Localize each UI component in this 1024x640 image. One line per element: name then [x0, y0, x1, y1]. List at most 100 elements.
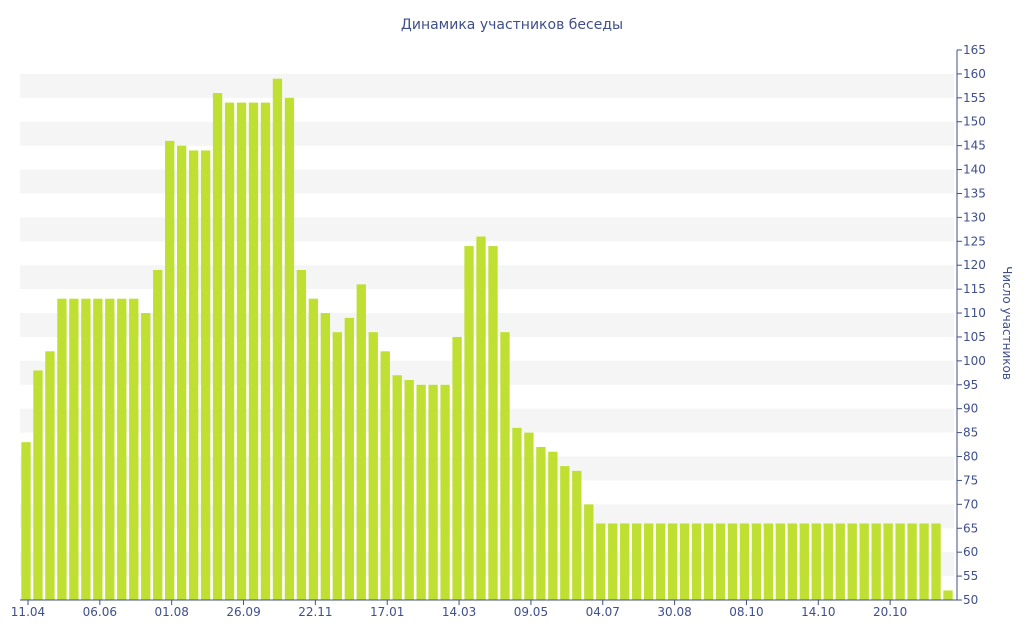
bar: [871, 523, 881, 600]
bar: [727, 523, 738, 600]
bar: [620, 523, 630, 600]
x-tick-label: 04.07: [586, 605, 620, 619]
bar: [57, 298, 67, 600]
y-tick-label: 100: [963, 354, 986, 368]
bar: [380, 351, 390, 600]
y-tick-label: 125: [963, 234, 986, 248]
bar: [69, 298, 79, 600]
x-tick-label: 06.06: [83, 605, 117, 619]
x-tick-label: 14.10: [801, 605, 835, 619]
bar: [332, 332, 342, 600]
bar: [931, 523, 941, 600]
y-tick-label: 85: [963, 426, 978, 440]
x-tick-label: 01.08: [154, 605, 188, 619]
bar: [512, 427, 522, 600]
y-tick-label: 80: [963, 450, 978, 464]
y-tick-label: 55: [963, 569, 978, 583]
x-tick-label: 14.03: [442, 605, 476, 619]
bar: [763, 523, 774, 600]
bar: [572, 470, 582, 600]
bar: [224, 102, 235, 601]
bar: [141, 313, 151, 600]
y-tick-label: 105: [963, 330, 986, 344]
bar: [488, 246, 498, 600]
bar: [440, 384, 450, 600]
bar: [883, 523, 893, 600]
y-tick-label: 75: [963, 473, 978, 487]
bar: [907, 523, 917, 600]
y-tick-label: 70: [963, 497, 978, 511]
x-tick-label: 26.09: [226, 605, 260, 619]
bar: [655, 523, 666, 600]
bar: [811, 523, 821, 600]
bar: [308, 298, 319, 600]
bar: [476, 236, 486, 600]
bar: [608, 523, 618, 600]
bar: [739, 523, 750, 600]
bar: [524, 432, 534, 600]
bar: [835, 523, 845, 600]
bar: [775, 523, 786, 600]
y-tick-label: 90: [963, 402, 978, 416]
bar: [188, 150, 199, 600]
bar: [859, 523, 869, 600]
x-tick-label: 30.08: [657, 605, 691, 619]
y-tick-label: 60: [963, 545, 978, 559]
bar: [895, 523, 905, 600]
y-tick-label: 160: [963, 67, 986, 81]
bar: [105, 298, 115, 600]
bar: [392, 375, 402, 600]
y-axis: 50 55 60 65 70 75 80 85 90 95 100 105 110 115 120 125 13…: [956, 43, 986, 607]
bar: [715, 523, 726, 600]
bar: [296, 270, 307, 600]
x-tick-label: 22.11: [298, 605, 332, 619]
bar: [500, 332, 510, 600]
bar: [200, 150, 211, 600]
bar: [81, 298, 91, 600]
bar: [799, 523, 809, 600]
y-tick-label: 50: [963, 593, 978, 607]
bar: [787, 523, 798, 600]
bar: [368, 332, 378, 600]
bar: [943, 590, 953, 600]
bars: [21, 78, 953, 601]
bar: [632, 523, 642, 600]
bar: [260, 102, 271, 601]
x-tick-label: 17.01: [370, 605, 404, 619]
x-tick-label: 11.04: [11, 605, 45, 619]
bar: [452, 336, 462, 600]
bar: [117, 298, 127, 600]
bar: [548, 451, 558, 600]
bar: [751, 523, 762, 600]
y-tick-label: 155: [963, 91, 986, 105]
grid-band: [20, 169, 954, 194]
bar: [847, 523, 857, 600]
bar: [129, 298, 139, 600]
y-tick-label: 95: [963, 378, 978, 392]
grid-band: [20, 217, 954, 242]
bar: [667, 523, 678, 600]
y-tick-label: 130: [963, 210, 986, 224]
bar: [236, 102, 247, 601]
bar: [45, 351, 55, 600]
bar: [643, 523, 654, 600]
y-tick-label: 145: [963, 139, 986, 153]
bar: [272, 78, 283, 600]
grid-band: [20, 73, 954, 98]
bar: [584, 504, 594, 600]
bar: [356, 284, 366, 600]
bar: [21, 442, 31, 600]
bar: [165, 140, 175, 600]
bar: [428, 384, 438, 600]
bar: [416, 384, 426, 600]
bar: [404, 380, 414, 600]
bar: [93, 298, 103, 600]
bar: [464, 246, 474, 600]
bar: [344, 317, 354, 600]
y-tick-label: 65: [963, 521, 978, 535]
y-axis-label: Число участников: [1000, 266, 1014, 380]
y-tick-label: 115: [963, 282, 986, 296]
bar: [823, 523, 833, 600]
